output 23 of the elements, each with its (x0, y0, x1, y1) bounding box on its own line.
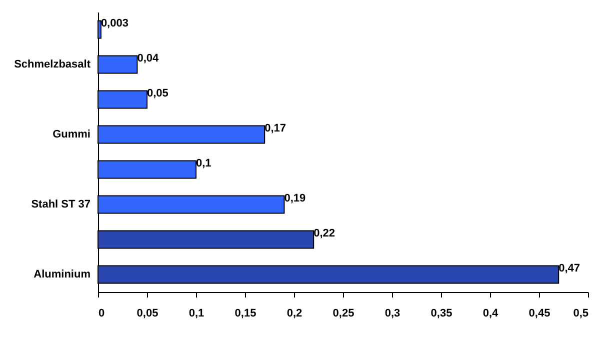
x-tick-label: 0,1 (188, 308, 204, 320)
x-tick-label: 0,35 (430, 308, 452, 320)
y-tick-label: Aluminium (34, 268, 91, 280)
x-tick-label: 0,5 (573, 308, 588, 320)
y-tick-label: Gummi (52, 128, 90, 140)
y-tick-label: Schmelzbasalt (14, 58, 91, 70)
x-tick-label: 0,25 (332, 308, 354, 320)
data-label: 0,1 (196, 158, 212, 170)
data-label: 0,22 (314, 228, 336, 240)
x-tick-label: 0,15 (234, 308, 256, 320)
x-tick-label: 0,4 (482, 308, 500, 320)
x-tick-label: 0,05 (136, 308, 158, 320)
y-tick-label: Stahl ST 37 (31, 198, 90, 210)
x-tick-label: 0,45 (528, 308, 550, 320)
data-label: 0,47 (558, 262, 580, 274)
data-label: 0,05 (147, 88, 168, 100)
data-label: 0,04 (137, 52, 160, 64)
x-tick-label: 0 (98, 308, 105, 320)
data-label: 0,003 (100, 18, 128, 30)
data-label: 0,19 (284, 192, 306, 204)
x-tick-label: 0,2 (286, 308, 302, 320)
x-tick-label: 0,3 (384, 308, 400, 320)
data-label: 0,17 (264, 122, 286, 134)
